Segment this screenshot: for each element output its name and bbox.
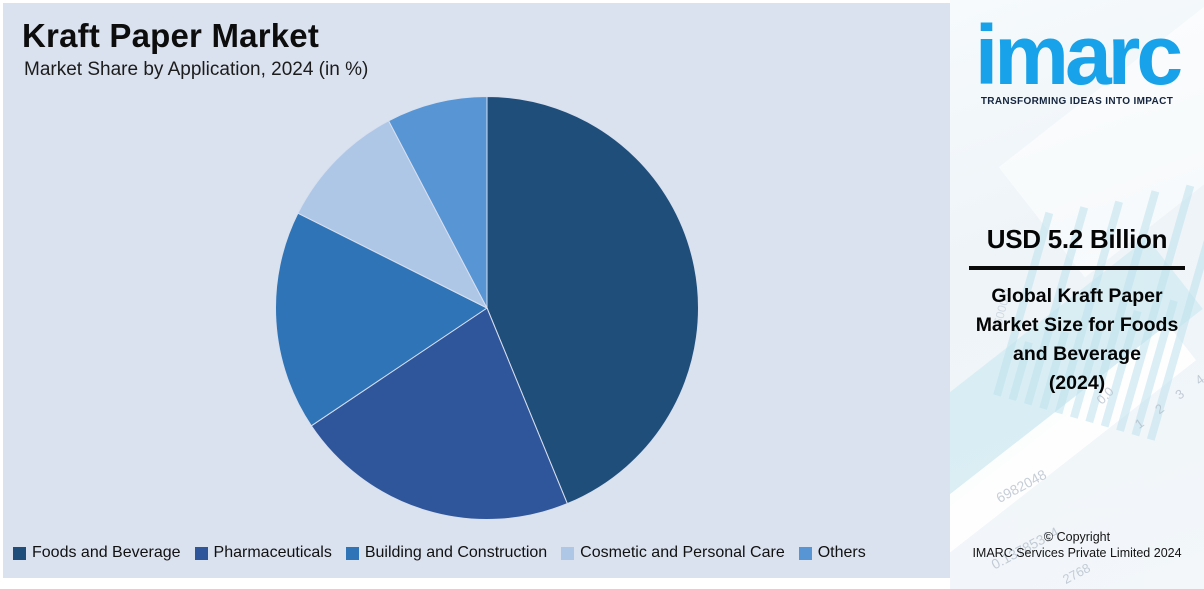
pie-chart-svg (275, 95, 699, 520)
page-subtitle: Market Share by Application, 2024 (in %) (24, 59, 369, 80)
watermark-number: 2768 (1060, 560, 1093, 587)
stat-value: USD 5.2 Billion (986, 224, 1168, 254)
pie-chart (275, 95, 699, 520)
pie-slice-foods-and-beverage (486, 95, 699, 505)
copyright-line1: © Copyright (1043, 530, 1111, 544)
legend-swatch-icon (13, 546, 26, 560)
chart-panel: Kraft Paper Market Market Share by Appli… (3, 3, 950, 578)
legend-swatch-icon (194, 546, 208, 560)
imarc-logo: imarc TRANSFORMING IDEAS INTO IMPACT (950, 8, 1204, 107)
pie-slice-building-and-construction (275, 212, 488, 427)
chart-legend: Foods and Beverage Pharmaceuticals Buildin… (13, 544, 943, 562)
legend-item: Building and Construction (345, 544, 548, 562)
legend-label: Cosmetic and Personal Care (580, 544, 785, 561)
legend-swatch-icon (798, 546, 812, 560)
legend-item: Cosmetic and Personal Care (561, 544, 785, 562)
legend-swatch-icon (561, 546, 575, 560)
imarc-logo-wordmark: imarc (974, 8, 1183, 102)
pie-slice-cosmetic-and-personal-care (297, 120, 489, 310)
legend-label: Pharmaceuticals (213, 544, 332, 561)
imarc-logo-tagline: TRANSFORMING IDEAS INTO IMPACT (980, 95, 1174, 107)
watermark-number: 6982048 (993, 466, 1050, 506)
stat-description: Global Kraft Paper Market Size for Foods… (975, 285, 1179, 365)
brand-sidebar: 5000.0 0.0 1 2 3 4 6982048 0.13785314 27… (950, 0, 1204, 589)
pie-slice-others (387, 95, 488, 309)
legend-item: Foods and Beverage (13, 544, 181, 562)
legend-label: Others (817, 544, 866, 561)
legend-item: Others (798, 544, 866, 562)
stat-period: (2024) (1048, 372, 1106, 394)
market-stat: USD 5.2 Billion Global Kraft Paper Marke… (950, 224, 1204, 398)
copyright-notice: © Copyright IMARC Services Private Limit… (950, 529, 1204, 561)
stat-divider (969, 266, 1185, 270)
page-title: Kraft Paper Market (22, 17, 320, 54)
copyright-line2: IMARC Services Private Limited 2024 (972, 546, 1182, 560)
legend-item: Pharmaceuticals (194, 544, 332, 562)
legend-label: Building and Construction (364, 544, 548, 561)
pie-slice-pharmaceuticals (310, 307, 568, 520)
legend-label: Foods and Beverage (32, 544, 181, 561)
legend-swatch-icon (345, 546, 359, 560)
